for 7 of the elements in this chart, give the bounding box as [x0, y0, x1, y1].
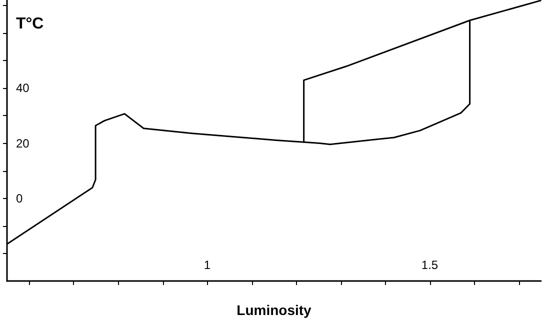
y-tick-label: 40	[16, 81, 30, 96]
y-tick-label: 0	[16, 191, 23, 206]
x-tick-label: 1	[204, 258, 211, 272]
x-tick-label: 1.5	[421, 258, 438, 272]
y-tick-label: 20	[16, 136, 30, 150]
y-axis-title: T°C	[16, 16, 44, 32]
x-axis-title: Luminosity	[236, 302, 312, 318]
